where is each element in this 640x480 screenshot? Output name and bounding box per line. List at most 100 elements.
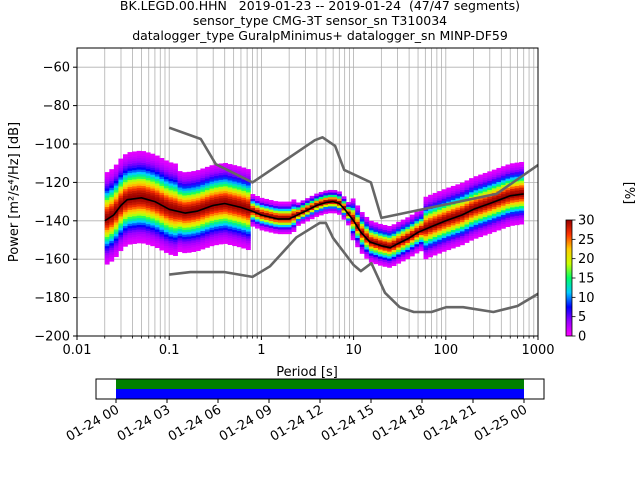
psd-cell	[236, 219, 242, 222]
psd-cell	[459, 208, 465, 211]
psd-cell	[387, 244, 392, 248]
psd-cell	[154, 190, 160, 193]
psd-cell	[109, 249, 115, 253]
psd-cell	[459, 189, 465, 193]
psd-cell	[173, 241, 178, 245]
psd-cell	[232, 215, 238, 219]
psd-cell	[154, 208, 160, 212]
psd-cell	[227, 177, 233, 181]
psd-cell	[510, 165, 515, 169]
psd-cell	[214, 221, 219, 225]
psd-cell	[159, 236, 165, 239]
psd-cell	[113, 164, 119, 168]
psd-cell	[487, 222, 493, 225]
psd-cell	[250, 217, 256, 220]
psd-cell	[496, 174, 502, 178]
psd-cell	[122, 154, 128, 157]
psd-cell	[159, 213, 165, 216]
psd-cell	[204, 210, 210, 214]
psd-cell	[104, 197, 110, 201]
psd-cell	[109, 176, 115, 179]
psd-cell	[163, 213, 169, 217]
psd-cell	[195, 176, 201, 180]
psd-cell	[232, 188, 238, 191]
psd-cell	[364, 219, 370, 222]
psd-cell	[127, 170, 133, 174]
psd-cell	[132, 220, 137, 224]
psd-cell	[364, 228, 370, 232]
psd-cell	[104, 220, 110, 224]
psd-cell	[218, 177, 224, 180]
psd-cell	[200, 191, 206, 195]
psd-cell	[218, 209, 224, 213]
psd-cell	[204, 173, 210, 177]
psd-cell	[150, 183, 156, 187]
psd-cell	[277, 224, 283, 228]
psd-cell	[136, 199, 142, 202]
psd-cell	[469, 231, 474, 234]
psd-cell	[418, 220, 424, 224]
psd-cell	[173, 195, 178, 199]
psd-cell	[168, 180, 174, 184]
psd-cell	[423, 222, 429, 225]
psd-cell	[118, 241, 124, 245]
psd-cell	[109, 224, 115, 228]
psd-cell	[173, 239, 178, 243]
psd-cell	[109, 219, 115, 223]
psd-cell	[209, 181, 215, 184]
psd-cell	[177, 219, 183, 223]
psd-cell	[113, 187, 119, 191]
psd-cell	[204, 208, 210, 211]
psd-cell	[200, 193, 206, 197]
psd-cell	[173, 181, 178, 185]
psd-cell	[519, 185, 525, 188]
psd-cell	[227, 182, 233, 186]
psd-cell	[510, 184, 515, 187]
psd-cell	[341, 214, 347, 218]
psd-cell	[204, 166, 210, 170]
psd-cell	[327, 206, 333, 209]
psd-cell	[359, 230, 365, 234]
psd-cell	[264, 198, 269, 202]
psd-cell	[204, 226, 210, 230]
psd-cell	[500, 203, 506, 206]
psd-cell	[104, 257, 110, 260]
psd-cell	[482, 216, 488, 220]
psd-cell	[259, 197, 265, 201]
psd-cell	[277, 208, 283, 212]
psd-cell	[191, 189, 197, 193]
psd-cell	[259, 216, 265, 219]
psd-cell	[300, 216, 306, 220]
psd-cell	[122, 204, 128, 208]
psd-cell	[145, 159, 151, 162]
psd-cell	[382, 257, 388, 260]
psd-cell	[464, 238, 470, 241]
psd-cell	[177, 217, 183, 220]
psd-cell	[496, 209, 502, 213]
y-tick-label: −140	[34, 214, 70, 229]
chart-title-line-1: BK.LEGD.00.HHN 2019-01-23 -- 2019-01-24 …	[119, 0, 521, 13]
psd-cell	[277, 213, 283, 216]
psd-cell	[177, 231, 183, 234]
colorbar-tick-label: 30	[578, 214, 595, 229]
colorbar-tick-label: 5	[578, 310, 586, 325]
psd-cell	[113, 171, 119, 175]
timeline-tick-label: 01-24 21	[421, 402, 479, 444]
psd-cell	[236, 193, 242, 197]
psd-cell	[309, 200, 315, 204]
psd-cell	[113, 249, 119, 253]
psd-cell	[154, 185, 160, 189]
psd-cell	[459, 224, 465, 227]
psd-cell	[227, 237, 233, 241]
psd-cell	[141, 185, 147, 189]
psd-cell	[236, 233, 242, 236]
psd-cell	[327, 194, 333, 198]
psd-cell	[109, 222, 115, 225]
psd-cell	[396, 258, 402, 262]
psd-cell	[519, 187, 525, 190]
psd-cell	[464, 226, 470, 230]
psd-cell	[368, 236, 374, 240]
psd-cell	[296, 202, 301, 206]
psd-cell	[109, 259, 115, 262]
psd-cell	[122, 216, 128, 220]
